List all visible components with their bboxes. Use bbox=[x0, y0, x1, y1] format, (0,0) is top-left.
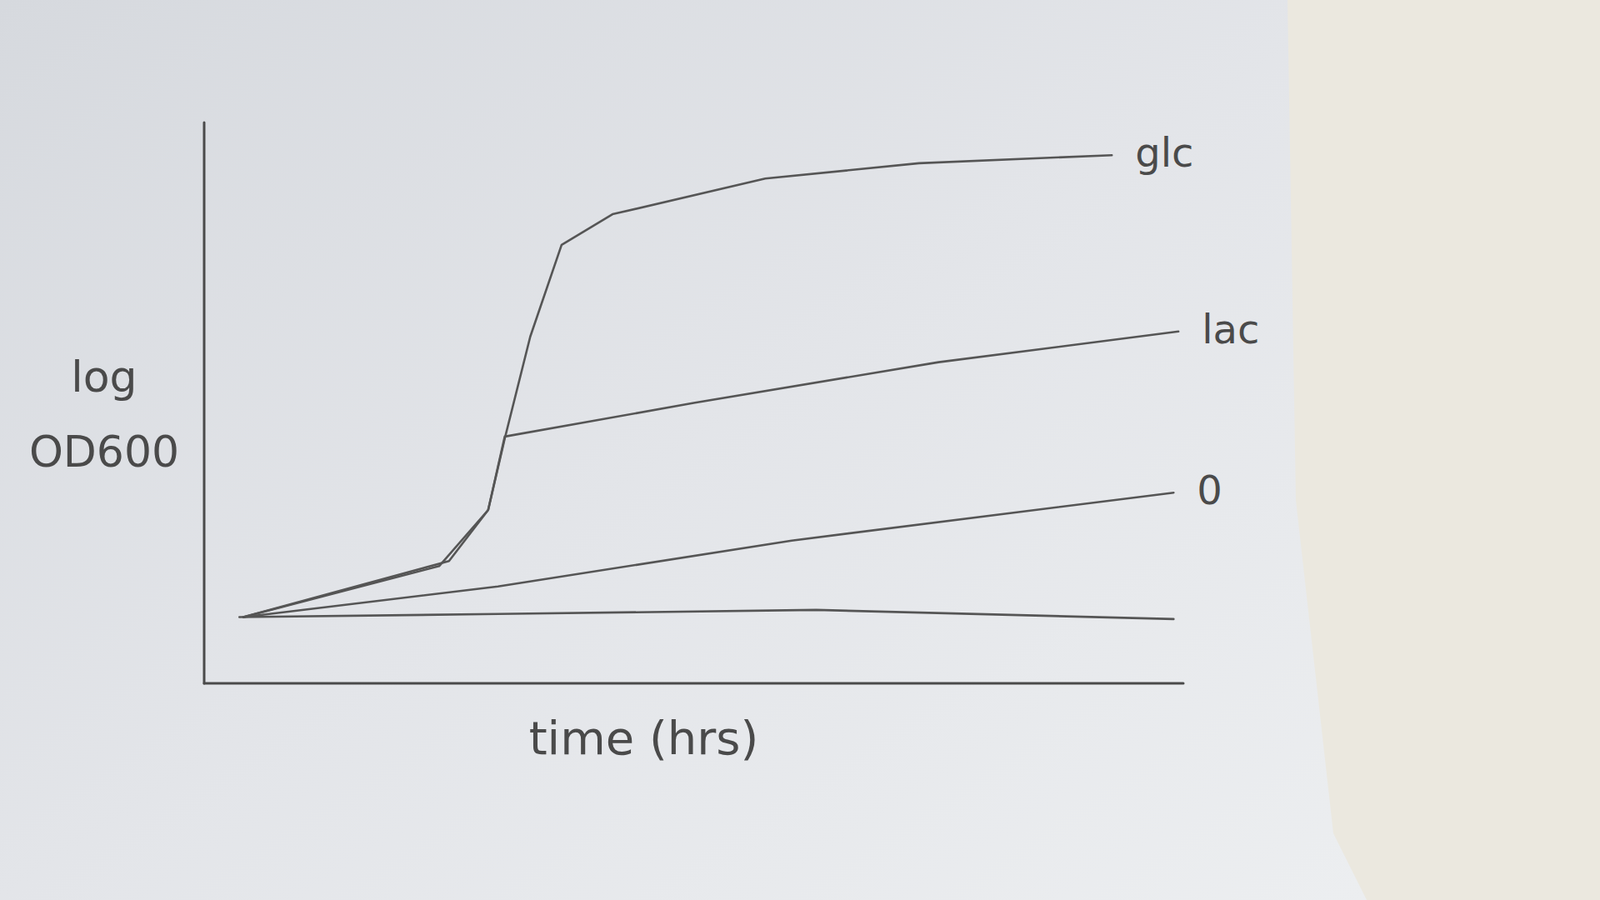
series-line bbox=[239, 610, 1174, 620]
y-axis-label: log OD600 bbox=[29, 351, 180, 477]
series-label: lac bbox=[1201, 305, 1260, 353]
series-line bbox=[243, 155, 1112, 617]
series-label: 0 bbox=[1196, 466, 1223, 514]
y-axis-label-part: OD600 bbox=[29, 426, 180, 477]
chart: glc lac 0 time (hrs) log OD600 bbox=[0, 0, 1600, 900]
wall bbox=[0, 0, 1600, 900]
series-line bbox=[243, 492, 1174, 617]
series-group bbox=[239, 155, 1179, 620]
series-line bbox=[243, 331, 1179, 618]
x-axis-label: time (hrs) bbox=[529, 710, 760, 765]
paper bbox=[0, 0, 1367, 900]
series-label: glc bbox=[1135, 129, 1194, 176]
y-axis-label-part: log bbox=[70, 351, 137, 402]
y-axis bbox=[203, 122, 206, 684]
x-axis bbox=[204, 682, 1184, 685]
